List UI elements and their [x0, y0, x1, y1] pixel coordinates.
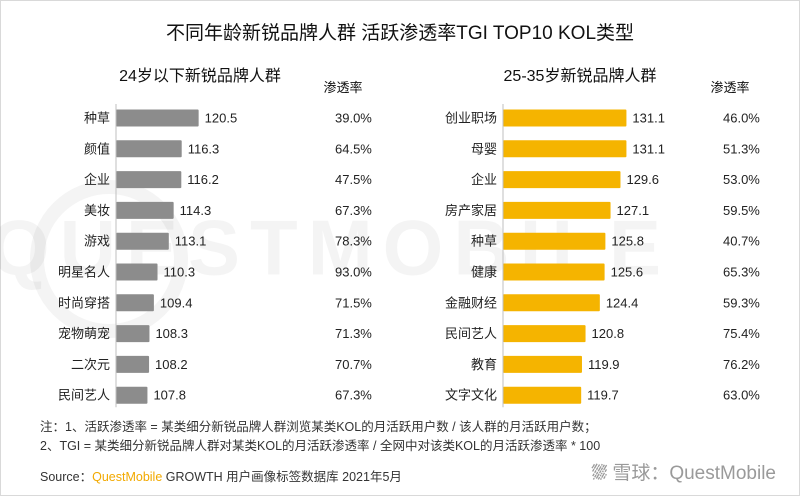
left-value-label: 114.3	[180, 203, 212, 218]
right-bar	[503, 386, 582, 404]
right-category-label: 金融财经	[445, 295, 497, 310]
right-value-label: 127.1	[617, 203, 650, 218]
right-value-label: 119.7	[587, 388, 619, 403]
right-value-label: 125.8	[611, 234, 644, 249]
left-bar	[116, 109, 199, 127]
left-bar	[116, 232, 169, 250]
left-penetration-value: 71.5%	[335, 295, 372, 310]
left-value-label: 107.8	[153, 388, 186, 403]
right-bar	[503, 140, 627, 158]
right-bar	[503, 232, 606, 250]
left-bar	[116, 140, 182, 158]
right-category-label: 健康	[471, 265, 497, 280]
source-suffix: GROWTH 用户画像标签数据库 2021年5月	[162, 470, 402, 484]
page-title: 不同年龄新锐品牌人群 活跃渗透率TGI TOP10 KOL类型	[165, 23, 635, 44]
xueqiu-logo-icon: ⛆	[591, 463, 608, 484]
right-value-label: 120.8	[592, 326, 625, 341]
left-value-label: 116.3	[188, 141, 220, 156]
right-category-label: 房产家居	[445, 203, 497, 218]
source-brand: QuestMobile	[92, 470, 163, 484]
left-category-label: 宠物萌宠	[58, 326, 110, 341]
right-category-label: 种草	[471, 234, 497, 249]
left-category-label: 美妆	[84, 203, 110, 218]
right-category-label: 民间艺人	[445, 326, 497, 341]
right-penetration-value: 63.0%	[723, 388, 760, 403]
left-penetration-value: 39.0%	[335, 111, 372, 126]
right-category-label: 母婴	[471, 141, 497, 156]
left-penetration-header: 渗透率	[323, 80, 362, 95]
left-penetration-value: 71.3%	[335, 326, 372, 341]
left-penetration-value: 64.5%	[335, 141, 372, 156]
right-value-label: 124.4	[606, 295, 639, 310]
right-penetration-value: 65.3%	[723, 265, 760, 280]
left-panel-title: 24岁以下新锐品牌人群	[119, 68, 281, 85]
right-value-label: 131.1	[632, 111, 665, 126]
left-value-label: 109.4	[160, 295, 193, 310]
xueqiu-watermark-text: 雪球：QuestMobile	[612, 463, 776, 484]
right-penetration-value: 40.7%	[723, 234, 760, 249]
right-bar	[503, 355, 582, 373]
left-category-label: 明星名人	[58, 265, 110, 280]
left-bar	[116, 355, 150, 373]
left-bar	[116, 201, 174, 219]
right-value-label: 119.9	[588, 357, 620, 372]
right-bar	[503, 263, 605, 281]
left-penetration-value: 47.5%	[335, 172, 372, 187]
right-value-label: 131.1	[632, 141, 665, 156]
right-panel-title: 25-35岁新锐品牌人群	[503, 68, 657, 85]
right-bar	[503, 325, 586, 343]
xueqiu-watermark: ⛆ 雪球：QuestMobile	[592, 458, 776, 485]
left-value-label: 116.2	[187, 172, 219, 187]
left-penetration-value: 70.7%	[335, 357, 372, 372]
left-penetration-value: 67.3%	[335, 388, 372, 403]
left-value-label: 120.5	[205, 111, 238, 126]
left-category-label: 二次元	[71, 357, 110, 372]
left-value-label: 108.2	[155, 357, 188, 372]
right-bar	[503, 171, 621, 189]
right-bar	[503, 294, 600, 312]
left-bar	[116, 263, 158, 281]
right-category-label: 文字文化	[445, 388, 497, 403]
right-penetration-value: 76.2%	[723, 357, 760, 372]
left-category-label: 民间艺人	[58, 388, 110, 403]
right-penetration-header: 渗透率	[710, 80, 749, 95]
right-value-label: 125.6	[611, 265, 644, 280]
right-penetration-value: 75.4%	[723, 326, 760, 341]
left-penetration-value: 78.3%	[335, 234, 372, 249]
left-category-label: 种草	[84, 111, 110, 126]
left-category-label: 游戏	[84, 234, 110, 249]
left-value-label: 108.3	[155, 326, 188, 341]
right-penetration-value: 51.3%	[723, 141, 760, 156]
left-bar	[116, 171, 182, 189]
left-value-label: 110.3	[164, 265, 196, 280]
right-penetration-value: 46.0%	[723, 111, 760, 126]
left-bar	[116, 325, 150, 343]
left-category-label: 企业	[84, 172, 110, 187]
source-prefix: Source：	[40, 470, 93, 484]
left-bar	[116, 294, 154, 312]
left-bar	[116, 386, 148, 404]
right-value-label: 129.6	[626, 172, 659, 187]
left-value-label: 113.1	[175, 234, 207, 249]
right-penetration-value: 59.5%	[723, 203, 760, 218]
footnote-2: 2、TGI = 某类细分新锐品牌人群对某类KOL的月活跃渗透率 / 全网中对该类…	[40, 439, 601, 453]
right-category-label: 教育	[471, 357, 497, 372]
footnote-1: 注：1、活跃渗透率 = 某类细分新锐品牌人群浏览某类KOL的月活跃用户数 / 该…	[40, 420, 597, 434]
right-bar	[503, 201, 611, 219]
left-penetration-value: 93.0%	[335, 265, 372, 280]
right-penetration-value: 59.3%	[723, 295, 760, 310]
right-category-label: 创业职场	[445, 111, 497, 126]
left-penetration-value: 67.3%	[335, 203, 372, 218]
right-bar	[503, 109, 627, 127]
right-category-label: 企业	[471, 172, 497, 187]
footnotes: 注：1、活跃渗透率 = 某类细分新锐品牌人群浏览某类KOL的月活跃用户数 / 该…	[40, 418, 600, 456]
left-category-label: 时尚穿搭	[58, 295, 110, 310]
source-line: Source：QuestMobile GROWTH 用户画像标签数据库 2021…	[40, 466, 402, 485]
left-category-label: 颜值	[84, 141, 110, 156]
right-penetration-value: 53.0%	[723, 172, 760, 187]
